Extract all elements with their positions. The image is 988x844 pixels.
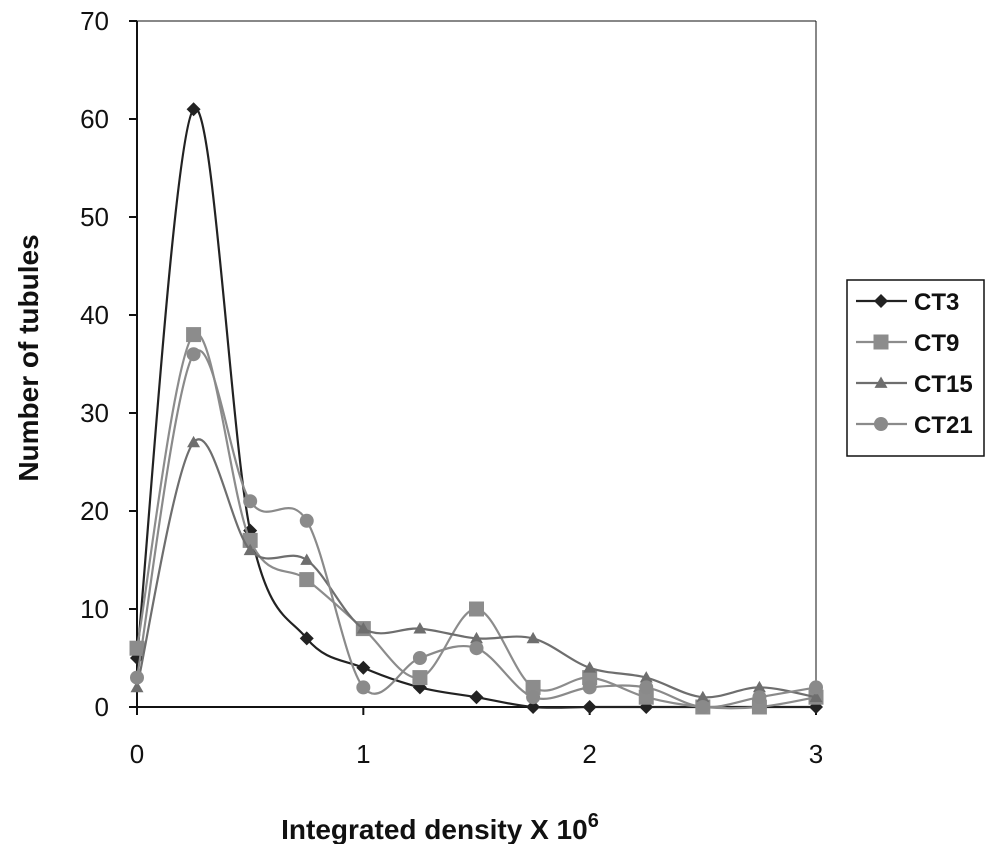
data-point-ct15: [187, 435, 201, 448]
y-tick-label: 20: [80, 496, 109, 526]
data-point-ct3: [582, 700, 597, 714]
data-point-ct3: [526, 700, 541, 714]
data-point-ct3: [299, 631, 314, 646]
y-tick-label: 30: [80, 398, 109, 428]
y-tick-label: 40: [80, 300, 109, 330]
legend-item-ct21: CT21: [856, 412, 973, 439]
legend-marker-ct21: [874, 417, 888, 431]
legend-marker-ct3: [874, 294, 888, 308]
data-point-ct9: [186, 327, 202, 343]
data-point-ct15: [752, 680, 766, 693]
legend-item-ct3: CT3: [856, 289, 959, 316]
data-point-ct15: [470, 631, 483, 644]
data-point-ct15: [130, 680, 144, 693]
data-point-ct21: [526, 690, 541, 705]
y-tick-label: 60: [80, 104, 109, 134]
data-point-ct21: [695, 700, 710, 714]
data-point-ct9: [525, 679, 541, 695]
data-point-ct15: [413, 622, 427, 634]
legend-label-ct3: CT3: [914, 289, 959, 316]
data-point-ct3: [356, 660, 371, 675]
data-point-ct15: [526, 631, 540, 644]
data-point-ct15: [243, 543, 257, 556]
data-point-ct15: [809, 690, 823, 703]
data-point-ct21: [356, 680, 371, 695]
data-point-ct21: [186, 347, 201, 362]
legend-label-ct15: CT15: [914, 371, 973, 398]
data-point-ct21: [582, 680, 597, 695]
data-point-ct9: [638, 689, 654, 705]
legend-label-ct21: CT21: [914, 412, 973, 439]
x-tick-label: 0: [130, 739, 144, 769]
series-line-ct21: [135, 349, 817, 709]
data-point-ct21: [809, 680, 823, 695]
data-point-ct9: [582, 670, 598, 686]
legend-box: [846, 279, 985, 457]
legend-label-ct9: CT9: [914, 330, 959, 357]
y-tick-label: 0: [95, 692, 109, 722]
legend-marker-ct15: [874, 376, 888, 388]
plot-area: 0 10 20 30 40 50 60 70 0 1 2 3: [80, 6, 824, 769]
data-point-ct15: [696, 690, 710, 703]
data-point-ct9: [299, 572, 315, 588]
x-axis-title-text: Integrated density X 10: [281, 814, 588, 844]
series-line-ct3: [135, 107, 816, 709]
legend-marker-ct9: [873, 334, 889, 350]
series-ct21: [130, 347, 823, 714]
data-point-ct21: [299, 513, 314, 528]
y-tick-label: 50: [80, 202, 109, 232]
series-line-ct15: [135, 438, 817, 699]
x-ticks: 0 1 2 3: [130, 707, 823, 769]
data-point-ct21: [130, 670, 144, 685]
legend-item-ct15: CT15: [856, 371, 973, 398]
data-point-ct21: [752, 690, 767, 705]
y-ticks: 0 10 20 30 40 50 60 70: [80, 6, 137, 722]
data-point-ct15: [356, 622, 370, 634]
data-point-ct21: [243, 494, 258, 509]
series-layer: [129, 102, 824, 715]
series-ct9: [129, 327, 824, 715]
legend-item-ct9: CT9: [856, 330, 959, 357]
data-point-ct9: [412, 670, 428, 686]
y-tick-label: 70: [80, 6, 109, 36]
x-axis-title: Integrated density X 106: [281, 810, 599, 844]
data-point-ct21: [469, 641, 484, 656]
data-point-ct15: [639, 671, 653, 683]
data-point-ct9: [469, 601, 484, 617]
data-point-ct15: [583, 661, 597, 673]
data-point-ct21: [412, 651, 427, 665]
y-axis-title: Number of tubules: [13, 234, 44, 481]
legend: CT3 CT9 CT15 CT21: [846, 279, 985, 457]
x-tick-label: 1: [356, 739, 370, 769]
x-tick-label: 3: [809, 739, 823, 769]
series-ct3: [130, 102, 823, 714]
series-ct15: [130, 435, 823, 703]
data-point-ct9: [751, 699, 767, 715]
data-point-ct15: [300, 553, 314, 565]
y-tick-label: 10: [80, 594, 109, 624]
data-point-ct21: [639, 680, 654, 695]
x-tick-label: 2: [582, 739, 596, 769]
x-axis-title-exponent: 6: [588, 810, 599, 832]
data-point-ct3: [469, 690, 484, 705]
data-point-ct3: [186, 102, 201, 117]
